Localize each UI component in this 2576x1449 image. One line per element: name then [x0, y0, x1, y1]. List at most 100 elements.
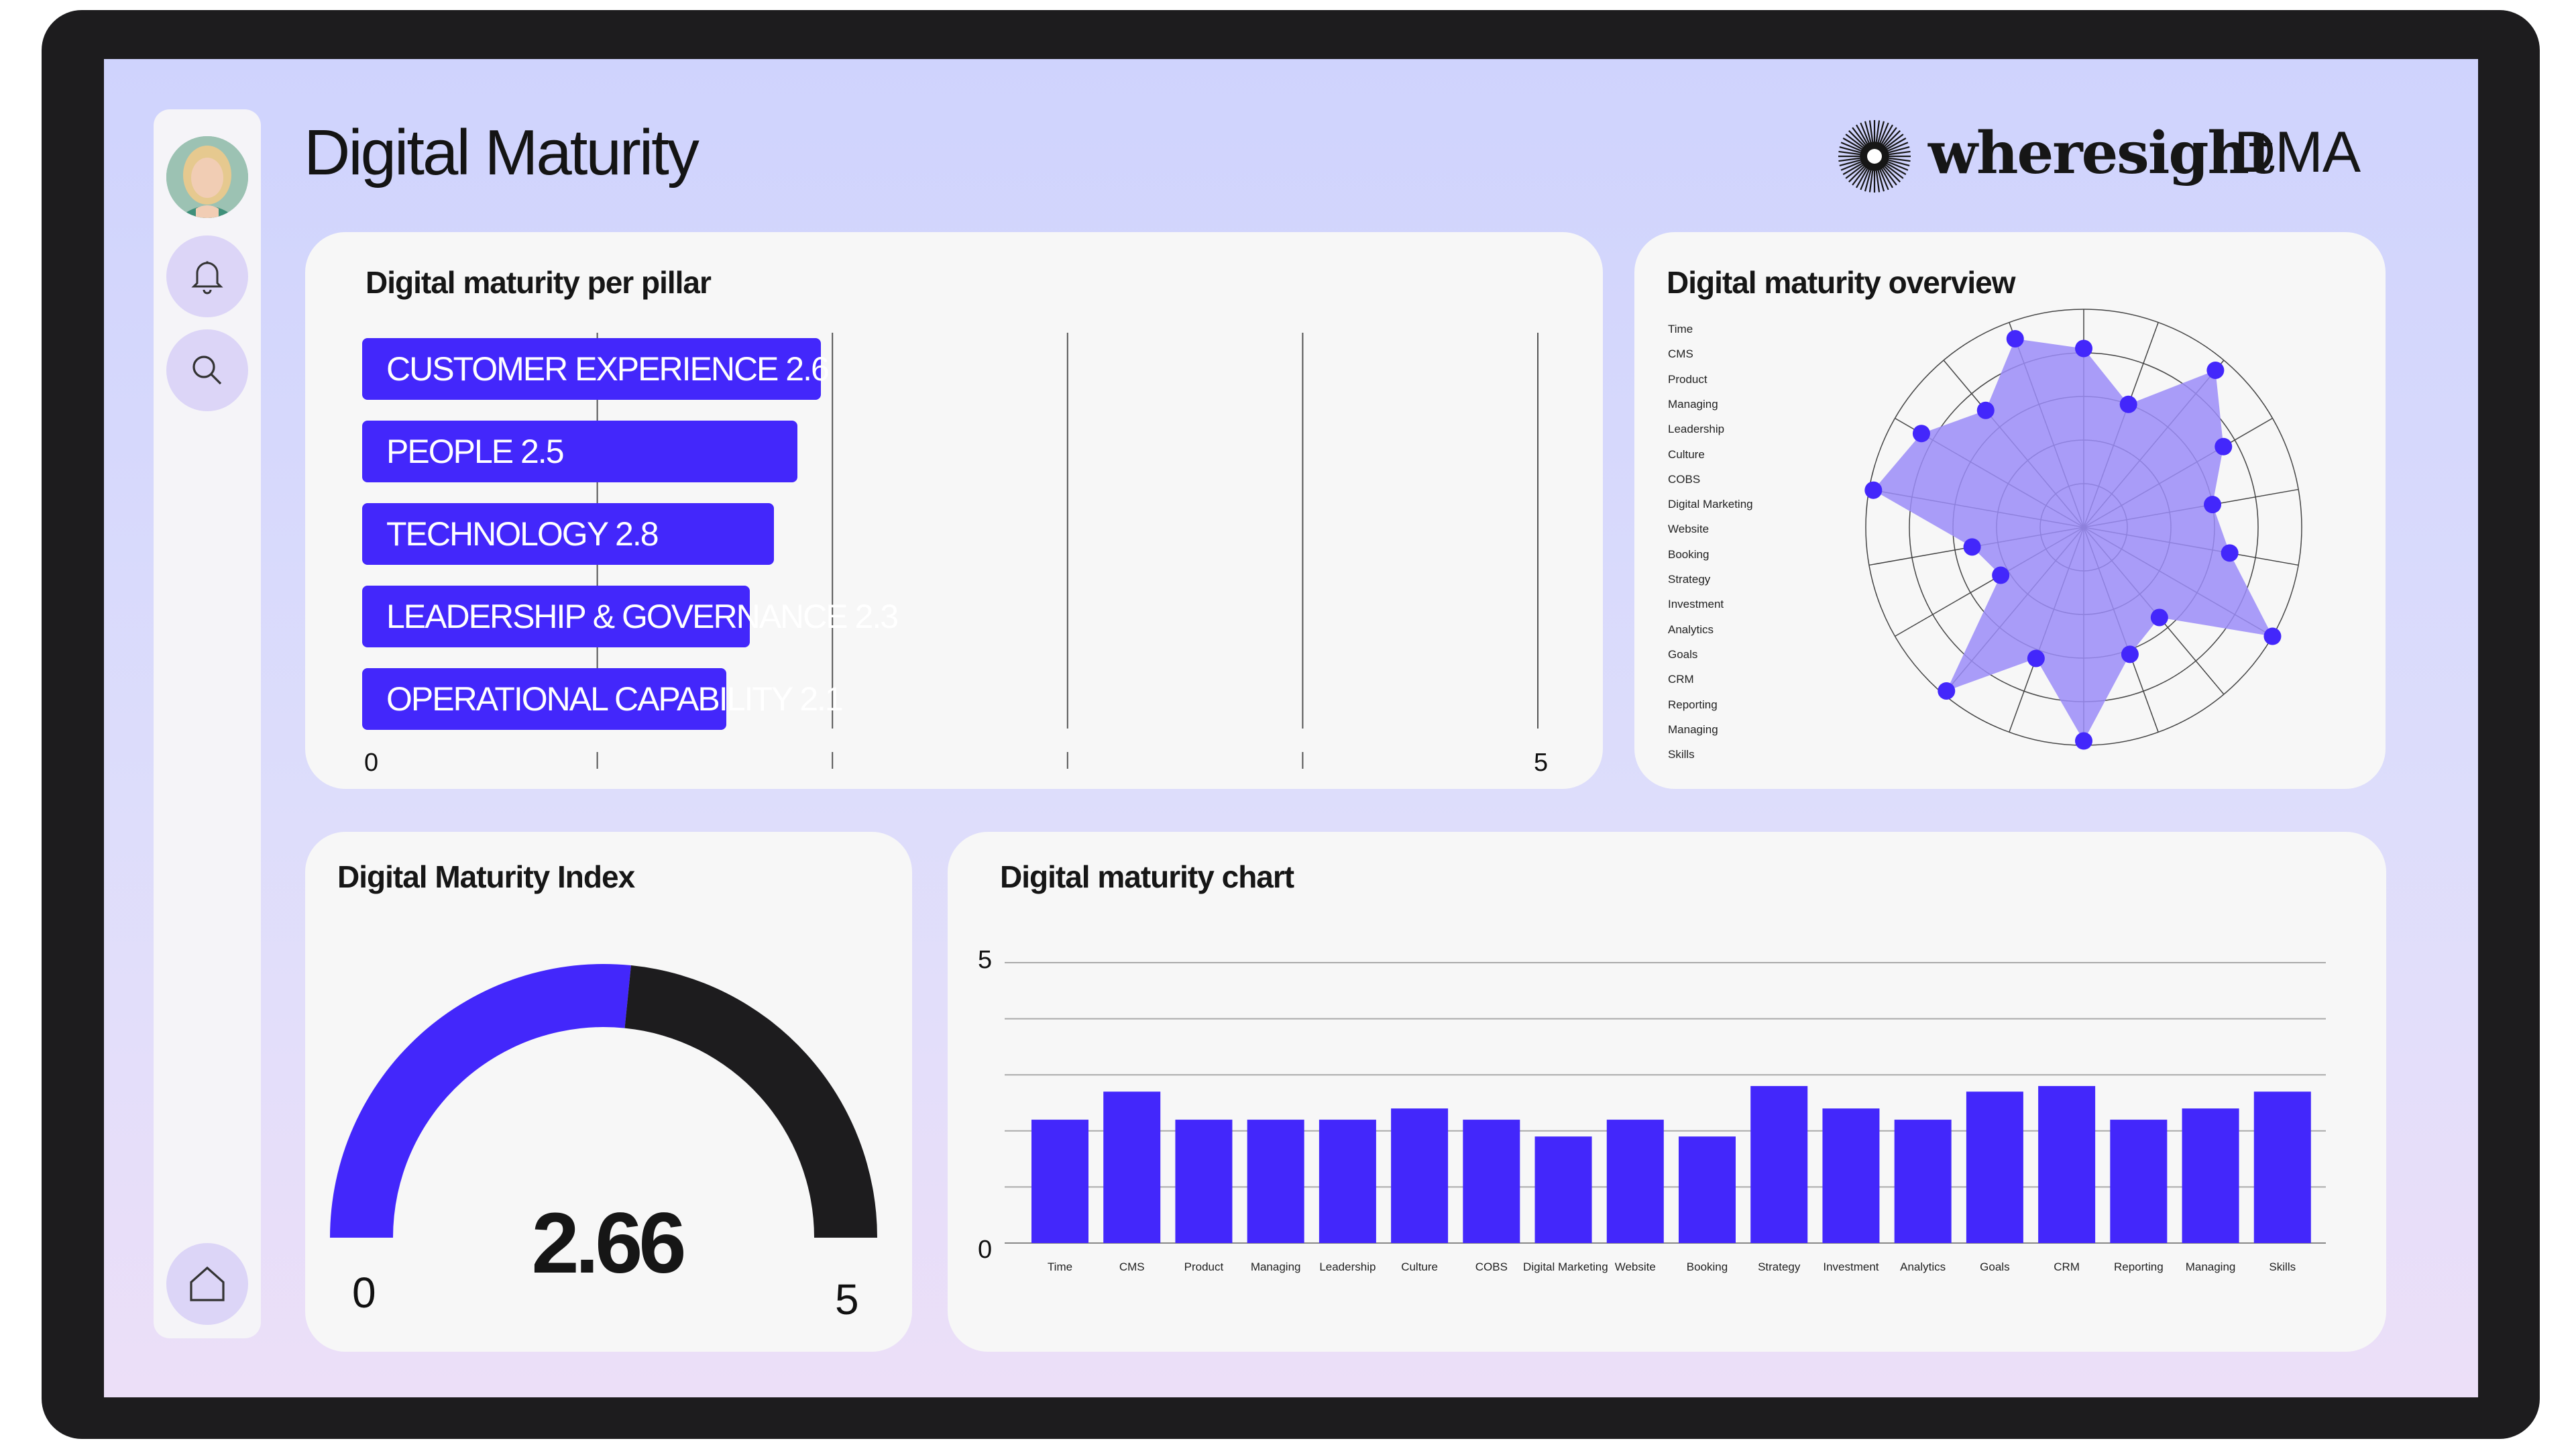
chart-x-label: Skills: [2269, 1260, 2296, 1273]
pillar-bar[interactable]: PEOPLE 2.5: [362, 421, 797, 482]
radar-point: [2121, 645, 2139, 663]
logo-ray: [1856, 124, 1868, 144]
logo-ray: [1860, 122, 1870, 144]
logo-ray: [1887, 161, 1909, 171]
logo-ray: [1884, 166, 1901, 182]
brand-name: wheresight: [1928, 119, 2275, 187]
radar-point: [2206, 361, 2225, 379]
logo-center: [1867, 149, 1882, 164]
maturity-chart-title: Digital maturity chart: [1000, 859, 1294, 894]
chart-bar: [1463, 1120, 1520, 1243]
logo-ray: [1877, 170, 1885, 192]
chart-x-label: Strategy: [1758, 1260, 1801, 1273]
chart-x-label: Time: [1047, 1260, 1073, 1273]
logo-ray: [1887, 142, 1909, 152]
radar-point: [2006, 330, 2024, 348]
logo-ray: [1881, 124, 1893, 144]
logo-ray: [1888, 146, 1910, 154]
chart-x-label: Website: [1614, 1260, 1656, 1273]
chart-x-label: CRM: [2054, 1260, 2080, 1273]
logo-ray: [1884, 130, 1901, 147]
logo-ray: [1845, 164, 1864, 179]
radar-point: [2075, 339, 2092, 358]
logo-ray: [1864, 121, 1872, 143]
radar-point: [2215, 437, 2233, 455]
pillar-bar[interactable]: OPERATIONAL CAPABILITY 2.1: [362, 668, 844, 730]
user-avatar[interactable]: [166, 136, 248, 218]
logo-ray: [1879, 169, 1889, 191]
logo-ray: [1885, 164, 1904, 179]
dashboard-screen: Digital Maturity wheresight DMA Digital …: [104, 59, 2478, 1397]
notifications-button[interactable]: [166, 235, 248, 317]
logo-ray: [1883, 127, 1897, 146]
logo-ray: [1852, 127, 1866, 146]
chart-bar: [2038, 1085, 2096, 1243]
radar-axis-label: Booking: [1668, 547, 1710, 561]
chart-x-label: Goals: [1980, 1260, 2010, 1273]
radar-point: [1912, 425, 1930, 443]
radar-point: [2204, 496, 2222, 514]
pillar-bar[interactable]: LEADERSHIP & GOVERNANCE 2.3: [362, 586, 899, 647]
chart-bar: [1319, 1120, 1376, 1243]
chart-bar: [1391, 1108, 1449, 1243]
logo-ray: [1860, 169, 1870, 191]
radar-axis-label: Product: [1668, 372, 1707, 386]
chart-x-label: Booking: [1686, 1260, 1728, 1273]
radar-point: [1963, 538, 1981, 556]
radar-axis-label: Strategy: [1668, 573, 1711, 586]
radar-point: [2027, 649, 2045, 667]
radar-axis-label: Digital Marketing: [1668, 498, 1753, 511]
pillar-axis-min: 0: [364, 749, 379, 777]
chart-x-label: Managing: [2185, 1260, 2236, 1273]
pillar-bar[interactable]: TECHNOLOGY 2.8: [362, 503, 774, 565]
index-card-title: Digital Maturity Index: [337, 859, 635, 894]
brand-logo: wheresight DMA: [1834, 113, 2384, 200]
radar-axis-label: Managing: [1668, 397, 1718, 411]
radar-axis-label: Goals: [1668, 647, 1698, 661]
logo-ray: [1875, 120, 1881, 142]
logo-ray: [1887, 163, 1907, 175]
home-button[interactable]: [166, 1243, 248, 1325]
logo-ray: [1881, 168, 1893, 189]
logo-ray: [1845, 133, 1864, 148]
logo-ray: [1885, 133, 1904, 148]
logo-ray: [1889, 157, 1911, 162]
radar-axis-label: Managing: [1668, 722, 1718, 736]
y-axis-max-label: 5: [978, 946, 993, 974]
chart-x-label: Managing: [1250, 1260, 1301, 1273]
radar-point: [2263, 627, 2282, 645]
chart-bar: [1247, 1120, 1304, 1243]
logo-ray: [1840, 142, 1862, 152]
logo-ray: [1852, 167, 1866, 186]
page-title: Digital Maturity: [304, 117, 699, 189]
search-button[interactable]: [166, 329, 248, 411]
pillar-bar[interactable]: CUSTOMER EXPERIENCE 2.6: [362, 338, 830, 400]
sidebar: [154, 109, 261, 1338]
chart-bar: [1175, 1120, 1233, 1243]
y-axis-min-label: 0: [978, 1236, 993, 1264]
gauge-chart: [330, 964, 877, 1238]
radar-axis-label: Leadership: [1668, 423, 1725, 436]
overview-card-title: Digital maturity overview: [1667, 265, 2015, 300]
radar-point: [2075, 732, 2092, 750]
gauge-value: 2.66: [531, 1195, 686, 1291]
logo-ray: [1889, 150, 1911, 156]
radar-axis-label: Time: [1668, 323, 1693, 335]
radar-point: [1992, 566, 2010, 584]
chart-bar: [1031, 1120, 1088, 1243]
chart-bar: [1966, 1091, 2023, 1243]
chart-x-label: CMS: [1119, 1260, 1145, 1273]
radar-point: [1938, 682, 1956, 700]
radar-axis-label: Skills: [1668, 748, 1695, 761]
avatar-image: [166, 136, 248, 218]
logo-ray: [1875, 170, 1881, 193]
radar-axis-label: COBS: [1668, 472, 1701, 486]
radar-axis-label: Culture: [1668, 447, 1705, 461]
radar-point: [2221, 544, 2239, 562]
chart-x-label: Investment: [1823, 1260, 1879, 1273]
chart-bar: [1606, 1120, 1664, 1243]
logo-ray: [1839, 159, 1861, 167]
chart-x-label: Digital Marketing: [1523, 1260, 1608, 1273]
chart-x-label: Culture: [1401, 1260, 1439, 1273]
sunburst-logo-icon: [1838, 120, 1911, 193]
